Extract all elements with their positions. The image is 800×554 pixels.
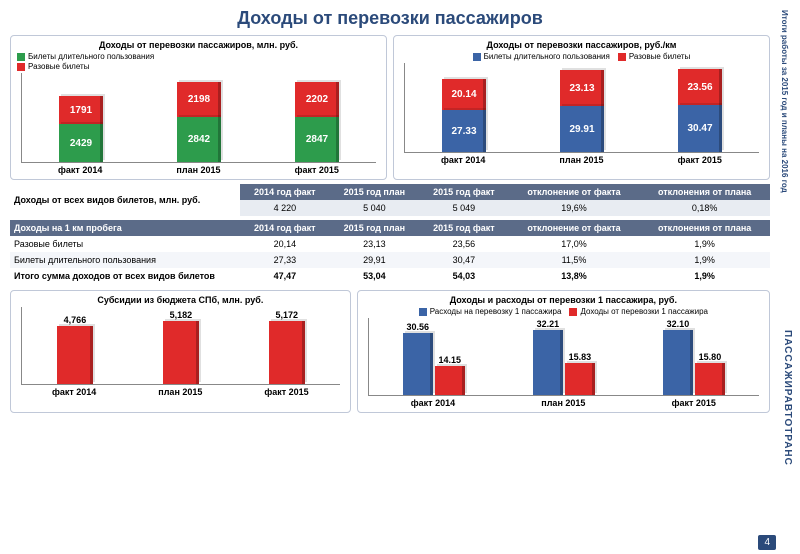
legend-swatch [17, 53, 25, 61]
chart-d-plot: 30.5614.1532.2115.8332.1015.80 [368, 318, 759, 396]
chart-c-xlabels: факт 2014план 2015факт 2015 [21, 387, 340, 397]
legend-swatch [569, 308, 577, 316]
legend-swatch [618, 53, 626, 61]
sidebar-right: Итоги работы за 2015 год и планы на 2016… [780, 0, 800, 554]
chart-d-legend: Расходы на перевозку 1 пассажира Доходы … [364, 307, 763, 316]
table-total-revenue: Доходы от всех видов билетов, млн. руб. … [10, 184, 770, 216]
chart-d-title: Доходы и расходы от перевозки 1 пассажир… [364, 295, 763, 305]
sidebar-caption: Итоги работы за 2015 год и планы на 2016… [780, 0, 789, 193]
chart-a-legend: Билеты длительного пользования Разовые б… [17, 52, 380, 71]
legend-swatch [473, 53, 481, 61]
chart-b-plot: 27.3320.1429.9123.1330.4723.56 [404, 63, 759, 153]
chart-per-passenger: Доходы и расходы от перевозки 1 пассажир… [357, 290, 770, 413]
table-per-km: Доходы на 1 км пробега 2014 год факт 201… [10, 220, 770, 284]
chart-a-plot: 242917912842219828472202 [21, 73, 376, 163]
chart-b-title: Доходы от перевозки пассажиров, руб./км [400, 40, 763, 50]
chart-revenue-mln: Доходы от перевозки пассажиров, млн. руб… [10, 35, 387, 180]
chart-b-xlabels: факт 2014план 2015факт 2015 [404, 155, 759, 165]
page-title: Доходы от перевозки пассажиров [0, 0, 780, 35]
company-logo-text: ПАССАЖИРАВТОТРАНС [782, 330, 793, 466]
chart-revenue-per-km: Доходы от перевозки пассажиров, руб./км … [393, 35, 770, 180]
chart-c-plot: 4,7665,1825,172 [21, 307, 340, 385]
legend-swatch [17, 63, 25, 71]
chart-b-legend: Билеты длительного пользования Разовые б… [400, 52, 763, 61]
chart-subsidies: Субсидии из бюджета СПб, млн. руб. 4,766… [10, 290, 351, 413]
chart-d-xlabels: факт 2014план 2015факт 2015 [368, 398, 759, 408]
chart-a-xlabels: факт 2014план 2015факт 2015 [21, 165, 376, 175]
chart-a-title: Доходы от перевозки пассажиров, млн. руб… [17, 40, 380, 50]
page-number: 4 [758, 535, 776, 550]
chart-c-title: Субсидии из бюджета СПб, млн. руб. [17, 295, 344, 305]
legend-swatch [419, 308, 427, 316]
